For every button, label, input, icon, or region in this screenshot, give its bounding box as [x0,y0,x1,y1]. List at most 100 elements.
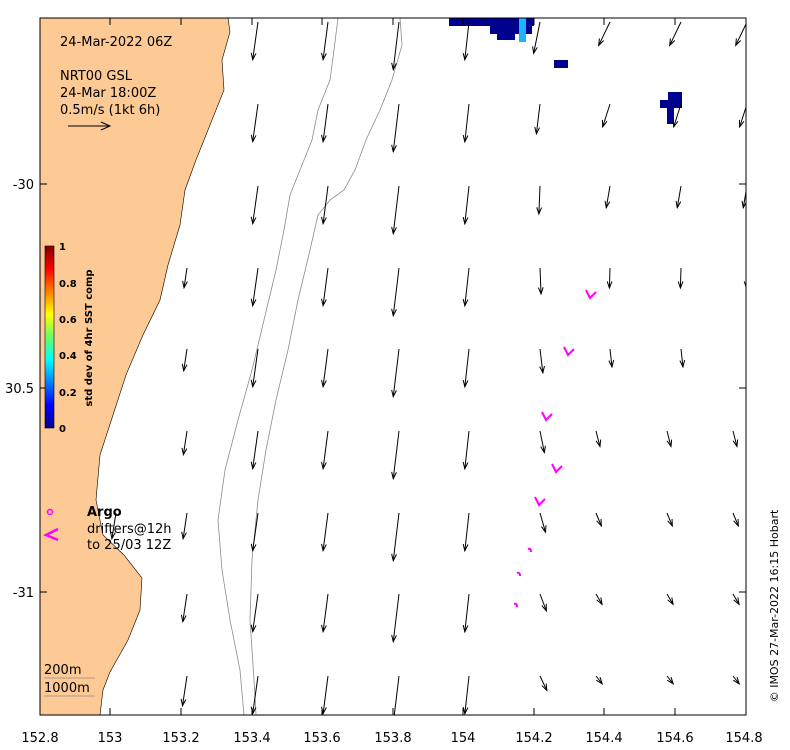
current-arrow [539,430,546,454]
current-arrow [672,103,682,129]
current-arrow [321,348,329,389]
x-tick-label: 153.6 [303,731,340,746]
colorbar-tick: 0 [59,424,66,435]
axis-ticks [39,18,747,715]
colorbar-title: std dev of 4hr SST comp [84,269,95,406]
current-arrow [669,21,682,47]
x-tick-label: 154.8 [725,731,762,746]
current-arrow [250,103,259,144]
current-arrow [321,267,329,308]
current-arrow [321,512,329,553]
current-arrow [180,675,188,708]
current-vectors [110,21,746,715]
x-tick-label: 153 [98,731,123,746]
drifter-track [513,602,518,608]
x-tick-label: 153.2 [162,731,199,746]
contour-1000m [249,18,403,715]
drifter-track [585,289,597,300]
current-arrow [666,675,675,685]
colorbar-tick: 0.6 [59,315,77,326]
current-arrow [666,430,673,448]
current-arrow [745,360,746,363]
current-arrow [321,103,329,144]
vector-scale-arrow [68,121,112,131]
legend-line-1: drifters@12h [87,522,172,537]
x-tick-label: 152.8 [21,731,58,746]
colorbar [44,245,55,429]
current-arrow [462,21,470,62]
drifter-track [534,496,546,507]
sst-patches [449,18,682,124]
timestamp-label: 24-Mar-2022 06Z [60,35,172,50]
current-arrow [250,593,259,634]
x-tick-label: 154 [451,731,476,746]
current-arrow [539,512,547,534]
current-arrow [321,593,329,634]
current-arrow [110,512,117,541]
current-arrow [391,593,400,644]
colorbar-tick: 0.8 [59,279,77,290]
current-arrow [666,593,674,606]
drifter-track [527,547,532,553]
current-arrow [182,267,188,290]
argo-marker-icon [46,508,54,516]
current-arrow [391,103,400,154]
current-arrow [677,267,684,290]
colorbar-tick: 0.4 [59,351,77,362]
current-arrow [462,430,470,471]
current-arrow [180,593,188,624]
drifter-track [551,463,563,474]
contour-200m [217,18,339,715]
current-arrow [732,593,740,606]
current-arrow [679,348,686,369]
drifter-legend: Argo drifters@12h to 25/03 12Z [42,505,172,553]
current-arrow [601,103,611,129]
current-arrow [743,281,746,289]
current-arrow [539,348,545,375]
current-arrow [598,21,611,47]
drifter-track [541,411,553,422]
current-arrow [321,21,329,62]
credit-label: © IMOS 27-Mar-2022 16:15 Hobart [768,509,781,702]
current-arrow [604,185,611,210]
current-arrow [462,348,470,389]
x-axis-labels: 152.8 153 153.2 153.4 153.6 153.8 154 15… [21,731,762,746]
current-arrow [532,21,541,55]
coastline-land [40,18,231,715]
y-tick-label: -31 [13,586,34,601]
colorbar-tick: 1 [59,242,66,253]
current-arrow [595,675,604,685]
depth-legend: 200m 1000m [44,663,95,697]
depth-label-1000m: 1000m [44,681,90,696]
vector-scale-label: 0.5m/s (1kt 6h) [60,103,160,118]
current-arrow [250,348,259,389]
current-arrow [539,593,547,613]
current-arrow [462,267,470,308]
current-arrow [534,103,541,136]
current-arrow [595,593,603,606]
current-arrow [250,512,259,553]
current-arrow [391,267,400,318]
x-tick-label: 154.2 [515,731,552,746]
map-header: 24-Mar-2022 06Z NRT00 GSL 24-Mar 18:00Z … [60,35,172,118]
current-arrow [539,675,548,692]
current-arrow [391,430,400,481]
current-arrow [675,185,682,210]
current-arrow [250,21,259,62]
current-arrow [462,593,470,634]
legend-title: Argo [87,505,122,520]
current-arrow [595,430,602,448]
current-arrow [181,348,188,373]
current-arrow [181,430,188,457]
current-arrow [462,675,470,715]
current-arrow [321,185,329,226]
colorbar-tick: 0.2 [59,388,77,399]
current-arrow [536,185,543,216]
y-axis-labels: -30 30.5 -31 [5,178,34,601]
current-arrow [250,267,259,308]
current-arrow [391,512,400,563]
argo-drifters [513,289,597,608]
colorbar-ticks: 1 0.8 0.6 0.4 0.2 0 [59,242,77,435]
current-arrow [537,267,544,296]
legend-line-2: to 25/03 12Z [87,538,171,553]
